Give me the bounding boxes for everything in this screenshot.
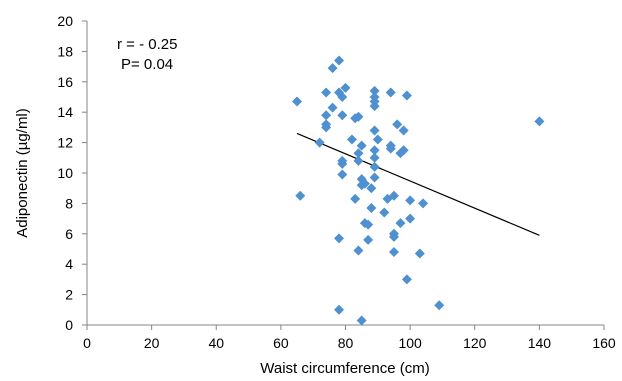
data-points	[292, 55, 545, 326]
y-tick-label: 18	[57, 43, 73, 59]
data-point	[334, 304, 345, 315]
data-point	[363, 234, 374, 245]
y-tick-label: 6	[65, 226, 73, 242]
data-point	[353, 155, 364, 166]
data-point	[337, 169, 348, 180]
x-tick-label: 0	[83, 335, 91, 351]
x-tick-label: 140	[528, 335, 552, 351]
data-point	[340, 82, 351, 93]
trendline	[296, 132, 540, 236]
data-point	[385, 87, 396, 98]
data-point	[295, 190, 306, 201]
data-point	[346, 134, 357, 145]
data-point	[398, 125, 409, 136]
y-tick-label: 12	[57, 135, 73, 151]
y-tick-label: 2	[65, 287, 73, 303]
data-point	[385, 143, 396, 154]
data-point	[388, 190, 399, 201]
data-point	[369, 152, 380, 163]
data-point	[434, 300, 445, 311]
data-point	[401, 274, 412, 285]
data-point	[353, 111, 364, 122]
correlation-r-annotation: r = - 0.25	[117, 36, 177, 53]
data-point	[366, 183, 377, 194]
data-point	[418, 198, 429, 209]
data-point	[395, 218, 406, 229]
data-point	[405, 213, 416, 224]
data-point	[369, 85, 380, 96]
data-point	[321, 110, 332, 121]
x-tick-label: 160	[592, 335, 616, 351]
data-point	[369, 125, 380, 136]
data-point	[405, 195, 416, 206]
data-point	[401, 90, 412, 101]
y-tick-label: 4	[65, 256, 73, 272]
y-tick-label: 20	[57, 13, 73, 29]
x-tick-label: 100	[398, 335, 422, 351]
data-point	[369, 145, 380, 156]
x-ticks: 0 20 40 60 80 100 120 140 160	[83, 325, 616, 351]
y-tick-label: 0	[65, 317, 73, 333]
data-point	[337, 158, 348, 169]
data-point	[327, 102, 338, 113]
data-point	[314, 137, 325, 148]
data-point	[292, 96, 303, 107]
data-point	[356, 140, 367, 151]
data-point	[363, 219, 374, 230]
y-ticks: 0 2 4 6 8 10 12 14 16 18 20	[57, 13, 87, 333]
p-value-annotation: P= 0.04	[121, 56, 173, 73]
data-point	[353, 245, 364, 256]
data-point	[334, 55, 345, 66]
trendline-group	[296, 132, 540, 236]
y-tick-label: 10	[57, 165, 73, 181]
x-axis-title: Waist circumference (cm)	[260, 360, 429, 377]
x-tick-label: 40	[208, 335, 224, 351]
data-point	[379, 207, 390, 218]
data-point	[372, 134, 383, 145]
data-point	[359, 178, 370, 189]
y-tick-label: 14	[57, 104, 73, 120]
data-point	[353, 148, 364, 159]
y-tick-label: 16	[57, 74, 73, 90]
data-point	[388, 247, 399, 258]
data-point	[356, 315, 367, 326]
data-point	[392, 119, 403, 130]
data-point	[388, 231, 399, 242]
data-point	[534, 116, 545, 127]
data-point	[334, 233, 345, 244]
data-point	[321, 122, 332, 133]
y-tick-label: 8	[65, 195, 73, 211]
data-point	[414, 248, 425, 259]
x-tick-label: 120	[463, 335, 487, 351]
data-point	[337, 110, 348, 121]
data-point	[327, 63, 338, 74]
data-point	[369, 172, 380, 183]
data-point	[366, 202, 377, 213]
data-point	[369, 161, 380, 172]
data-point	[350, 193, 361, 204]
x-tick-label: 20	[144, 335, 160, 351]
data-point	[337, 92, 348, 102]
x-tick-label: 80	[338, 335, 354, 351]
data-point	[369, 101, 380, 112]
data-point	[321, 87, 332, 98]
x-tick-label: 60	[273, 335, 289, 351]
y-axis-title: Adiponectin (µg/ml)	[14, 108, 31, 238]
data-point	[398, 145, 409, 156]
